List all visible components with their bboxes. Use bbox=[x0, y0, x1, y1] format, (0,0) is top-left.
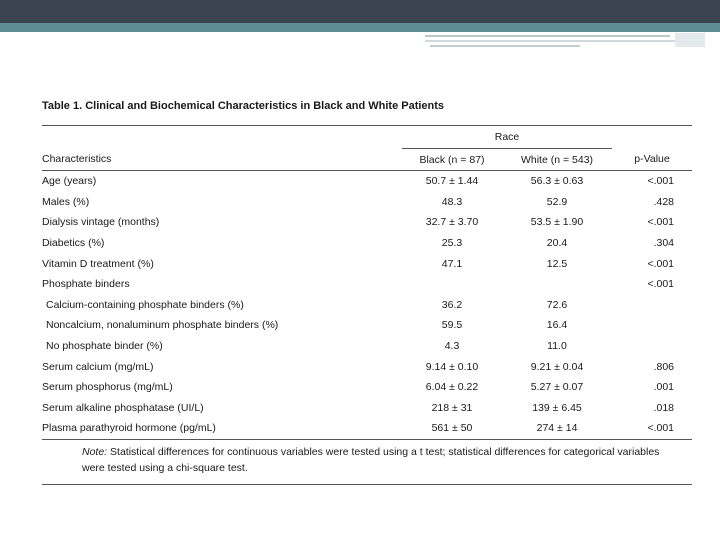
decorative-line bbox=[430, 45, 580, 47]
p-value: <.001 bbox=[647, 216, 675, 229]
p-value: .428 bbox=[653, 195, 675, 208]
white-value: 274 ± 14 bbox=[502, 418, 613, 440]
table-note: Note: Statistical differences for contin… bbox=[42, 439, 693, 485]
table-row: Age (years) 50.7 ± 1.44 56.3 ± 0.63 <.001 bbox=[42, 171, 692, 192]
white-value: 53.5 ± 1.90 bbox=[530, 216, 584, 229]
row-label: Vitamin D treatment (%) bbox=[42, 257, 154, 270]
p-value: .018 bbox=[653, 401, 675, 414]
header-spacer bbox=[612, 125, 693, 149]
p-value: <.001 bbox=[647, 175, 675, 188]
black-value: 48.3 bbox=[441, 195, 463, 208]
row-label: No phosphate binder (%) bbox=[46, 340, 163, 353]
row-label: Serum alkaline phosphatase (UI/L) bbox=[42, 401, 204, 414]
row-label: Serum calcium (mg/mL) bbox=[42, 360, 154, 373]
race-group-header: Race bbox=[402, 125, 613, 149]
column-header-white: White (n = 543) bbox=[502, 148, 613, 171]
white-value: 139 ± 6.45 bbox=[532, 401, 582, 414]
slide-top-bar bbox=[0, 0, 720, 23]
p-value: .001 bbox=[653, 381, 675, 394]
white-value: 9.21 ± 0.04 bbox=[530, 360, 584, 373]
black-value: 36.2 bbox=[441, 298, 463, 311]
white-value: 12.5 bbox=[546, 257, 568, 270]
table-row: Serum phosphorus (mg/mL) 6.04 ± 0.22 5.27 … bbox=[42, 377, 692, 398]
black-value: 561 ± 50 bbox=[402, 418, 502, 440]
p-value: .806 bbox=[653, 360, 675, 373]
note-label: Note: bbox=[82, 445, 108, 458]
table-row: Serum alkaline phosphatase (UI/L) 218 ± 3… bbox=[42, 398, 692, 419]
row-label: Dialysis vintage (months) bbox=[42, 216, 160, 229]
row-label: Serum phosphorus (mg/mL) bbox=[42, 381, 173, 394]
table-row: Noncalcium, nonaluminum phosphate binder… bbox=[42, 315, 692, 336]
decorative-line bbox=[425, 40, 695, 42]
table-row: Dialysis vintage (months) 32.7 ± 3.70 53.5… bbox=[42, 212, 692, 233]
black-value bbox=[402, 274, 502, 295]
table-row: No phosphate binder (%) 4.3 11.0 bbox=[42, 336, 692, 357]
header-spacer bbox=[42, 125, 402, 149]
white-value bbox=[502, 274, 612, 295]
column-header-black: Black (n = 87) bbox=[402, 148, 502, 171]
table-row: Calcium-containing phosphate binders (%)… bbox=[42, 295, 692, 316]
row-label: Age (years) bbox=[42, 175, 97, 188]
table-row: Males (%) 48.3 52.9 .428 bbox=[42, 192, 692, 213]
black-value: 9.14 ± 0.10 bbox=[425, 360, 479, 373]
decorative-line bbox=[425, 35, 670, 37]
table-document: Table 1. Clinical and Biochemical Charac… bbox=[42, 100, 693, 485]
black-value: 218 ± 31 bbox=[431, 401, 473, 414]
black-value: 4.3 bbox=[444, 340, 460, 353]
column-header-p-value: p-Value bbox=[612, 148, 693, 171]
white-value: 16.4 bbox=[546, 319, 568, 332]
decorative-block bbox=[675, 33, 705, 47]
characteristics-table: Race Characteristics Black (n = 87) Whit… bbox=[42, 125, 693, 485]
table-row: Phosphate binders <.001 bbox=[42, 274, 692, 295]
black-value: 6.04 ± 0.22 bbox=[425, 381, 479, 394]
white-value: 72.6 bbox=[546, 298, 568, 311]
p-value bbox=[612, 336, 692, 357]
table-title: Table 1. Clinical and Biochemical Charac… bbox=[42, 100, 445, 112]
white-value: 56.3 ± 0.63 bbox=[530, 175, 584, 188]
p-value bbox=[612, 315, 692, 336]
p-value: <.001 bbox=[647, 257, 675, 270]
p-value: <.001 bbox=[612, 418, 693, 440]
p-value bbox=[612, 295, 692, 316]
table-row: Diabetics (%) 25.3 20.4 .304 bbox=[42, 233, 692, 254]
slide-accent-bar bbox=[0, 23, 720, 32]
row-label: Phosphate binders bbox=[42, 278, 130, 291]
table-row: Vitamin D treatment (%) 47.1 12.5 <.001 bbox=[42, 253, 692, 274]
white-value: 20.4 bbox=[546, 237, 568, 250]
black-value: 32.7 ± 3.70 bbox=[425, 216, 479, 229]
white-value: 52.9 bbox=[546, 195, 568, 208]
column-header-characteristics: Characteristics bbox=[42, 148, 402, 171]
row-label: Plasma parathyroid hormone (pg/mL) bbox=[42, 418, 402, 440]
p-value: <.001 bbox=[647, 278, 675, 291]
white-value: 5.27 ± 0.07 bbox=[530, 381, 584, 394]
black-value: 25.3 bbox=[441, 237, 463, 250]
row-label: Diabetics (%) bbox=[42, 237, 105, 250]
table-row: Plasma parathyroid hormone (pg/mL) 561 ± … bbox=[42, 418, 693, 440]
black-value: 50.7 ± 1.44 bbox=[425, 175, 479, 188]
black-value: 47.1 bbox=[441, 257, 463, 270]
p-value: .304 bbox=[653, 237, 675, 250]
row-label: Calcium-containing phosphate binders (%) bbox=[46, 298, 244, 311]
black-value: 59.5 bbox=[441, 319, 463, 332]
note-text: Statistical differences for continuous v… bbox=[82, 445, 660, 474]
white-value: 11.0 bbox=[547, 340, 567, 353]
table-row: Serum calcium (mg/mL) 9.14 ± 0.10 9.21 ± 0… bbox=[42, 356, 692, 377]
row-label: Males (%) bbox=[42, 195, 90, 208]
row-label: Noncalcium, nonaluminum phosphate binder… bbox=[46, 319, 279, 332]
